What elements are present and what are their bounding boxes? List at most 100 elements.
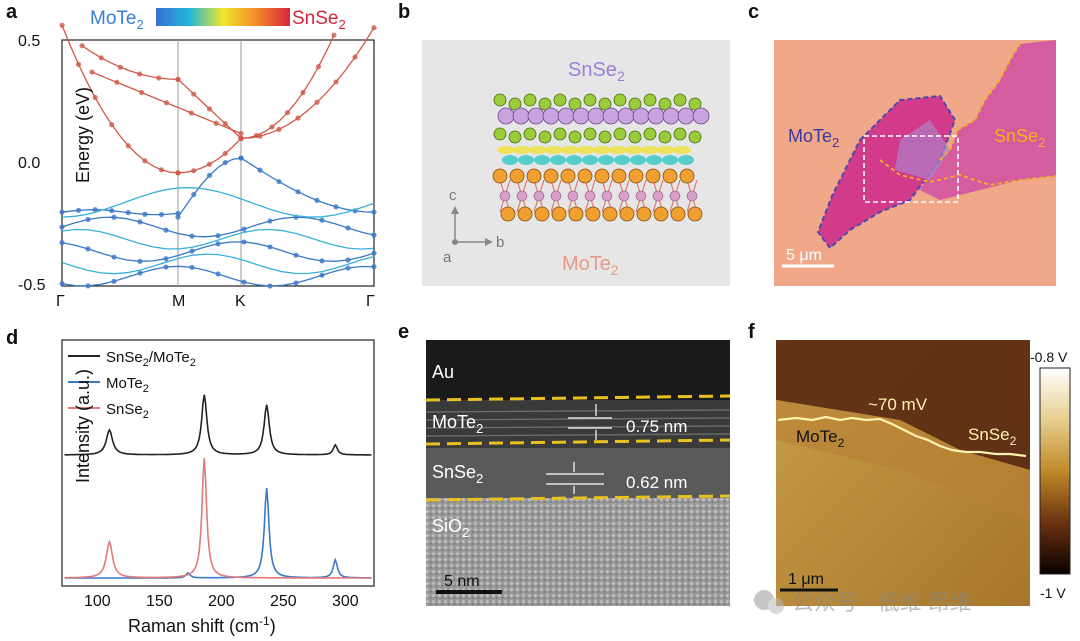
snse2-band-upper bbox=[81, 45, 179, 81]
snse2-band-upper-point bbox=[206, 106, 213, 112]
snse2-band-point bbox=[191, 168, 197, 174]
charge-density-positive bbox=[593, 146, 611, 154]
mote2-band-point bbox=[314, 197, 320, 203]
panel-d: d SnSe2/MoTe2 MoTe2 SnSe2 Intensity (a.u… bbox=[6, 327, 375, 636]
sn-atom bbox=[497, 107, 515, 125]
overlap-region bbox=[895, 120, 950, 180]
se-atom bbox=[688, 97, 702, 111]
mote2-band bbox=[61, 209, 179, 216]
mote2-deep-band-point bbox=[111, 214, 117, 220]
te-atom bbox=[619, 206, 635, 222]
tem-snse2-region bbox=[426, 448, 730, 498]
snse2-band-point bbox=[59, 22, 65, 28]
se-atom bbox=[523, 93, 537, 107]
snse2-band-upper-point bbox=[89, 69, 95, 75]
te-atom bbox=[526, 168, 542, 184]
mote2-deep-band-point bbox=[111, 254, 117, 260]
te-atom bbox=[628, 168, 644, 184]
raman-xtick-200: 200 bbox=[208, 593, 235, 610]
mote2-deep-band-point bbox=[371, 264, 377, 270]
snse2-band-upper-point bbox=[79, 43, 85, 49]
tem-au-label: Au bbox=[432, 362, 454, 382]
snse2-band-point bbox=[125, 143, 131, 149]
raman-plot-frame bbox=[61, 339, 375, 587]
sn-atom bbox=[572, 107, 590, 125]
se-atom bbox=[553, 93, 567, 107]
mote2-band-point bbox=[125, 210, 131, 216]
panel-e: e Au MoTe2 SnSe2 SiO2 0.75 nm 0.62 nm 5 … bbox=[398, 321, 731, 606]
snse2-band-upper-point bbox=[222, 121, 228, 127]
mo-atom bbox=[499, 190, 511, 202]
spectrum-heterostructure bbox=[64, 394, 372, 456]
se-atom bbox=[658, 130, 672, 144]
raman-xtick-100: 100 bbox=[84, 593, 111, 610]
sn-atom bbox=[527, 107, 545, 125]
se-atom bbox=[538, 130, 552, 144]
panel-c: c MoTe2 SnSe2 5 μm bbox=[748, 1, 1057, 286]
mote2-deep-band-point bbox=[345, 225, 351, 231]
tem-mote2-label: MoTe2 bbox=[432, 412, 483, 436]
band-ytick-mid: 0.0 bbox=[18, 155, 40, 172]
colorbar-bottom-label: -1 V bbox=[1040, 585, 1066, 601]
sn-atom bbox=[677, 107, 695, 125]
mote2-deep-band-point bbox=[137, 258, 143, 264]
charge-density-negative bbox=[678, 155, 694, 165]
mote2-band-point bbox=[257, 167, 263, 173]
kpfm-scale-text: 1 μm bbox=[788, 571, 824, 588]
mo-atom bbox=[567, 190, 579, 202]
mote2-deep-band-point bbox=[267, 283, 273, 289]
mote2-deep-band-point bbox=[215, 233, 221, 239]
snse2-band-point bbox=[142, 158, 148, 164]
watermark-text: 公众号 · 低维 昂维 bbox=[792, 590, 972, 615]
snse2-band-upper-point bbox=[191, 91, 197, 97]
mote2-deep-band-point bbox=[163, 264, 169, 270]
raman-legend: SnSe2/MoTe2 MoTe2 SnSe2 bbox=[68, 349, 196, 421]
charge-density-negative bbox=[598, 155, 614, 165]
raman-xtick-250: 250 bbox=[270, 593, 297, 610]
sn-atom bbox=[602, 107, 620, 125]
snse2-band-upper-point bbox=[300, 89, 306, 96]
panel-d-label: d bbox=[6, 327, 18, 349]
potential-difference-text: ~70 mV bbox=[868, 395, 928, 414]
te-atom bbox=[662, 168, 678, 184]
mote2-deep-band-point bbox=[85, 216, 91, 223]
kpfm-snse2-region bbox=[776, 340, 1030, 470]
mote2-deep-band-point bbox=[163, 256, 169, 262]
mote2-deep-band-point bbox=[319, 217, 325, 223]
charge-density-negative bbox=[614, 155, 630, 165]
band-xtick-gamma2: Γ bbox=[366, 293, 375, 310]
snse2-band bbox=[61, 24, 179, 174]
mote2-deep-band-point bbox=[189, 264, 195, 271]
se-atom bbox=[493, 127, 507, 141]
se-atom bbox=[553, 127, 567, 141]
te-atom bbox=[611, 168, 627, 184]
snse2-band-upper-point bbox=[331, 32, 337, 38]
te-atom bbox=[534, 206, 550, 222]
mote2-deep-band-point bbox=[163, 227, 169, 233]
te-atom bbox=[679, 168, 695, 184]
snse2-edge-3 bbox=[879, 159, 1057, 186]
mote2-deep-band-point bbox=[85, 246, 91, 252]
mote2-deep-band-point bbox=[137, 270, 143, 276]
mote2-band-point bbox=[238, 155, 244, 161]
crystal-axes: c b a bbox=[443, 187, 504, 266]
snse2-band-upper-point bbox=[156, 75, 162, 81]
kpfm-mote2-label: MoTe2 bbox=[796, 427, 845, 450]
se-atom bbox=[583, 127, 597, 141]
mote2-band-point bbox=[371, 209, 377, 215]
snse2-band-upper-point bbox=[117, 64, 123, 70]
se-atom bbox=[688, 130, 702, 144]
te-atom bbox=[636, 206, 652, 222]
snse2-edge bbox=[957, 43, 1021, 131]
te-atom bbox=[517, 206, 533, 222]
raman-xtick-150: 150 bbox=[146, 593, 173, 610]
mote2-deep-band-point bbox=[59, 224, 65, 230]
te-atom bbox=[568, 206, 584, 222]
band-plot-frame bbox=[61, 39, 375, 287]
snse2-band-point bbox=[333, 79, 339, 85]
kpfm-transition bbox=[776, 400, 1030, 520]
te-atom bbox=[653, 206, 669, 222]
mote2-deep-band bbox=[61, 253, 375, 275]
interface-au-mote2 bbox=[425, 394, 731, 402]
mo-atom bbox=[652, 190, 664, 202]
